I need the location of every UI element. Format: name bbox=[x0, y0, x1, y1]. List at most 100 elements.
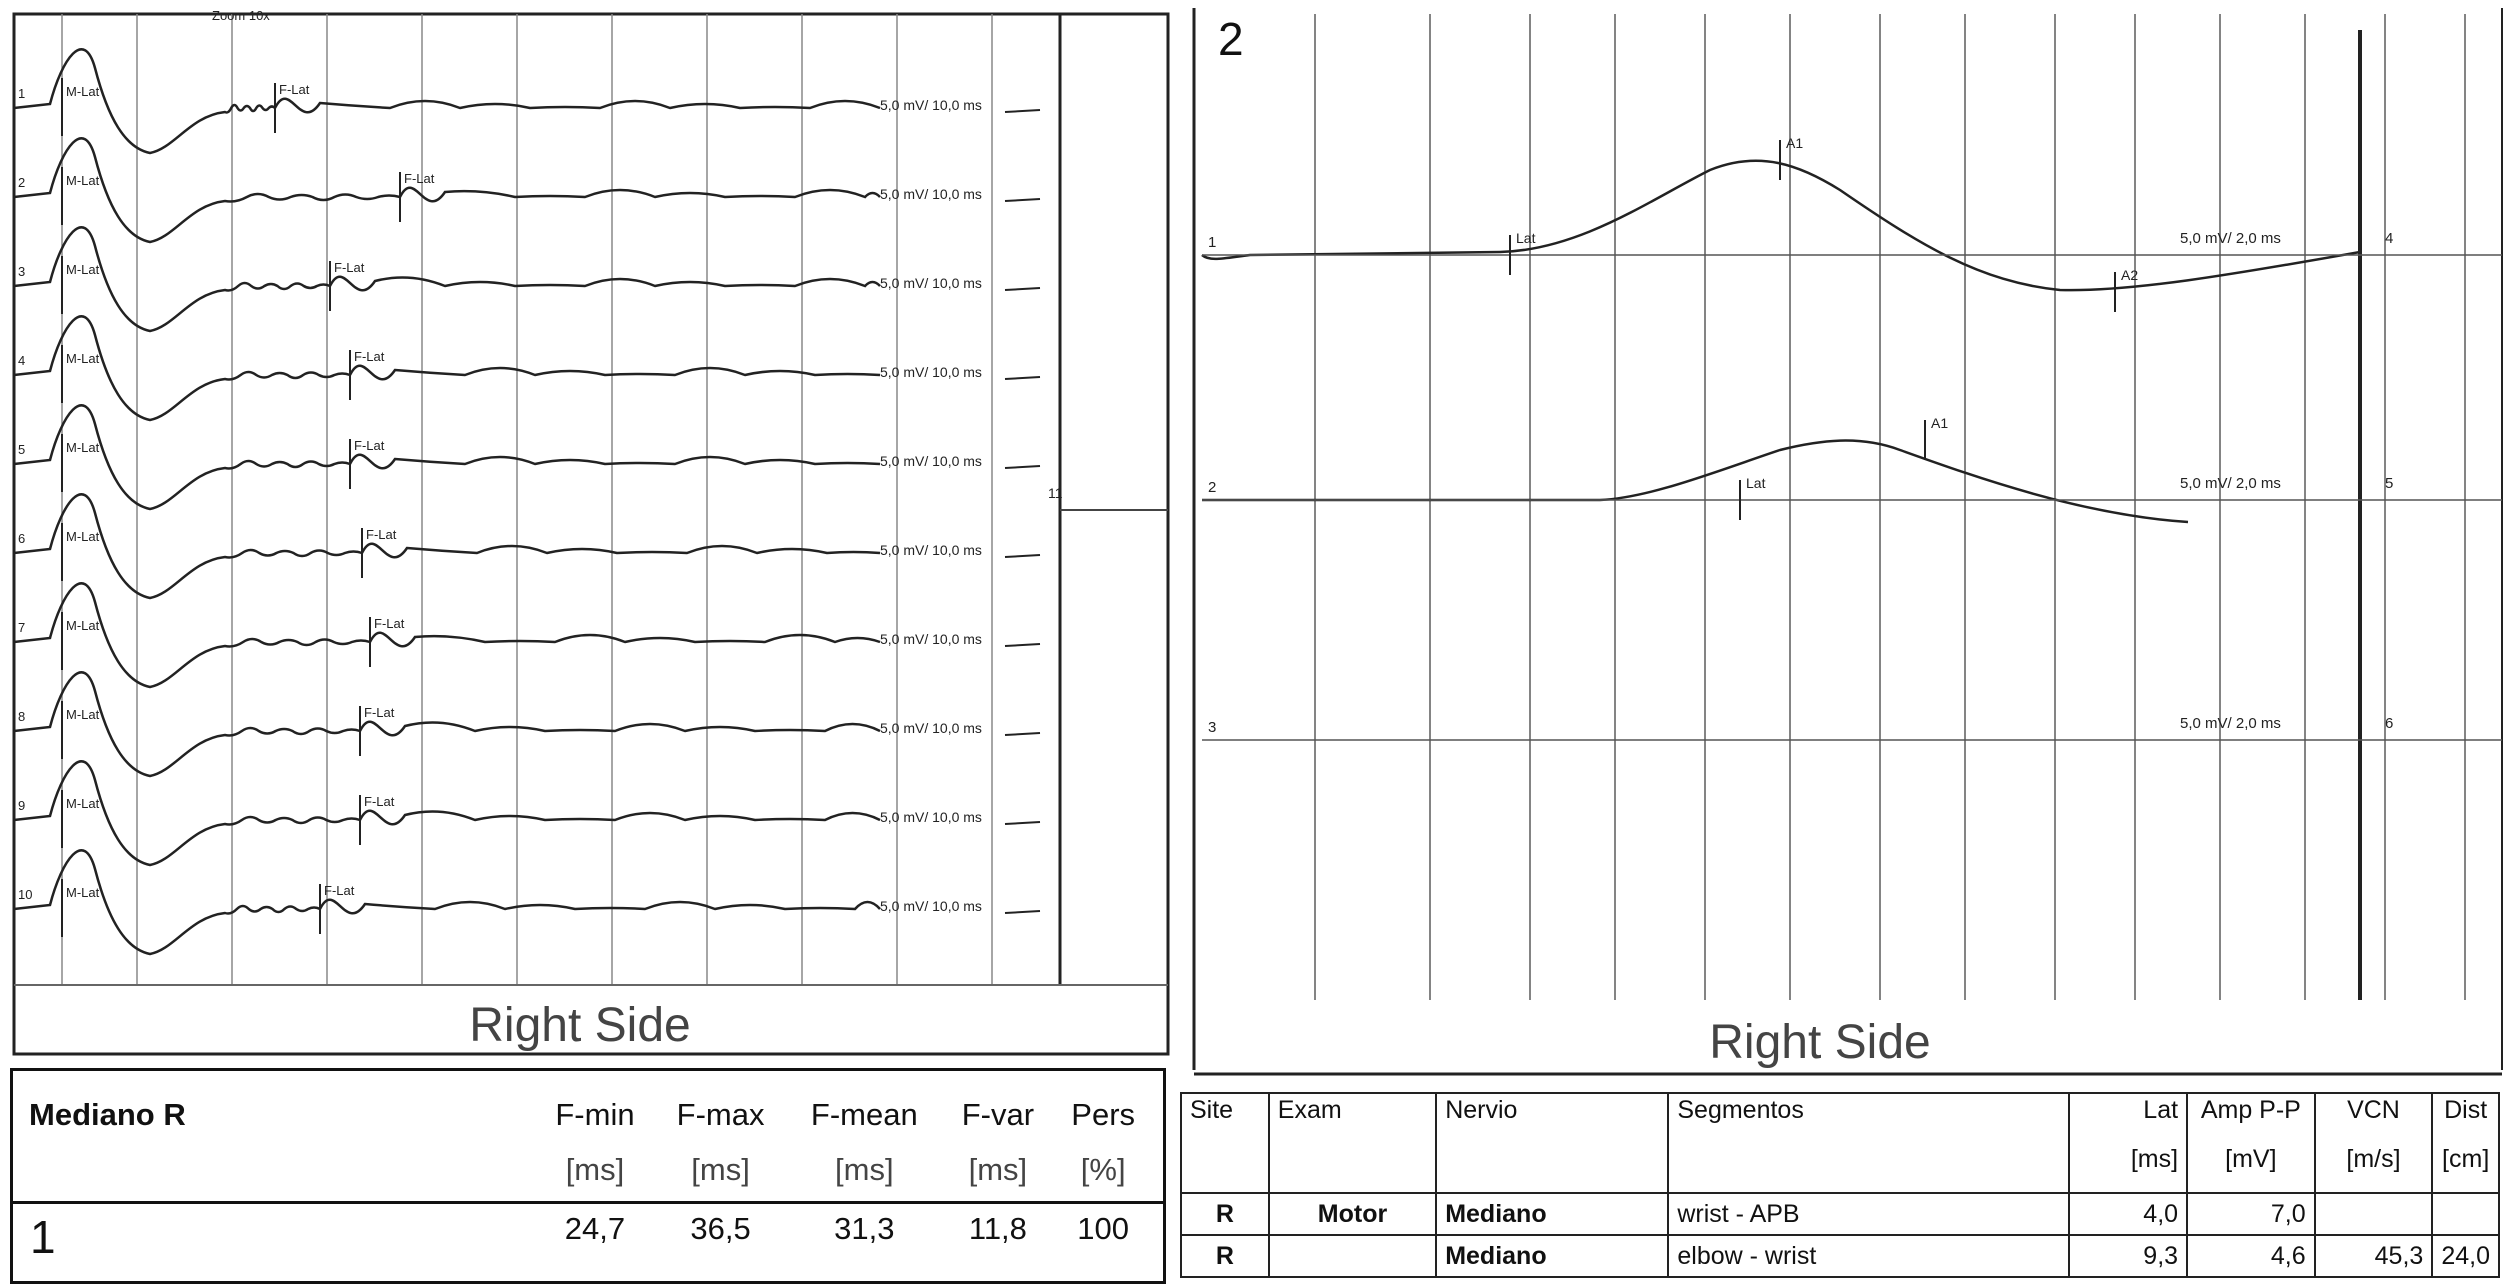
header-f-var: F-var bbox=[961, 1097, 1035, 1132]
cell-nervio: Mediano bbox=[1435, 1192, 1670, 1236]
cell-site: R bbox=[1180, 1234, 1270, 1278]
value-f-var: 11,8 bbox=[968, 1211, 1027, 1246]
header-lat: Lat [ms] bbox=[2068, 1092, 2189, 1194]
value-f-min: 24,7 bbox=[564, 1211, 626, 1246]
header-vcn-unit: [m/s] bbox=[2346, 1145, 2401, 1173]
header-f-mean: F-mean bbox=[810, 1097, 918, 1132]
f-lat-label: F-Lat bbox=[354, 349, 385, 364]
header-exam: Exam bbox=[1267, 1092, 1438, 1194]
trace-tail bbox=[1004, 287, 1041, 291]
unit-pers: [%] bbox=[1080, 1152, 1126, 1187]
trace-tail bbox=[1004, 732, 1041, 736]
header-dist-unit: [cm] bbox=[2442, 1145, 2490, 1173]
trace-label: 2 bbox=[1208, 479, 1216, 496]
cell-exam bbox=[1267, 1234, 1438, 1278]
cell-amp: 7,0 bbox=[2186, 1192, 2316, 1236]
f-wave-trace bbox=[13, 493, 881, 600]
f-lat-label: F-Lat bbox=[354, 438, 385, 453]
scale-label: 5,0 mV/ 10,0 ms bbox=[880, 720, 982, 736]
scale-label: 5,0 mV/ 10,0 ms bbox=[880, 275, 982, 291]
m-lat-label: M-Lat bbox=[66, 707, 100, 722]
grid bbox=[14, 14, 1168, 986]
panel-number-1: 1 bbox=[30, 1211, 56, 1263]
f-lat-label: F-Lat bbox=[279, 82, 310, 97]
cell-dist: 24,0 bbox=[2431, 1234, 2500, 1278]
grid bbox=[1314, 14, 2466, 1000]
table-row: R Motor Mediano wrist - APB 4,0 7,0 bbox=[1180, 1192, 2500, 1236]
trace-label: 3 bbox=[1208, 719, 1216, 736]
trace-tail bbox=[1004, 465, 1041, 469]
marker-label: Lat bbox=[1746, 475, 1766, 491]
unit-f-mean: [ms] bbox=[835, 1152, 894, 1187]
header-lat-unit: [ms] bbox=[2130, 1145, 2179, 1173]
conduction-table: Site Exam Nervio Segmentos Lat [ms] Amp … bbox=[1180, 1092, 2500, 1278]
scale-label: 5,0 mV/ 2,0 ms bbox=[2180, 230, 2281, 247]
scale-label: 5,0 mV/ 10,0 ms bbox=[880, 809, 982, 825]
m-lat-label: M-Lat bbox=[66, 796, 100, 811]
f-lat-label: F-Lat bbox=[366, 527, 397, 542]
value-pers: 100 bbox=[1077, 1211, 1130, 1246]
trace-label: 2 bbox=[18, 175, 25, 190]
header-pers: Pers bbox=[1071, 1097, 1136, 1132]
f-lat-label: F-Lat bbox=[324, 883, 355, 898]
trace-tail bbox=[1004, 198, 1041, 202]
marker-label: A1 bbox=[1931, 415, 1948, 431]
f-lat-label: F-Lat bbox=[404, 171, 435, 186]
m-lat-label: M-Lat bbox=[66, 618, 100, 633]
f-wave-trace bbox=[13, 48, 881, 155]
f-wave-trace bbox=[13, 404, 881, 511]
header-amp-label: Amp P-P bbox=[2200, 1096, 2301, 1124]
scale-label: 5,0 mV/ 10,0 ms bbox=[880, 542, 982, 558]
trace-tail bbox=[1004, 554, 1041, 558]
trace-tail bbox=[1004, 821, 1041, 825]
scale-label: 5,0 mV/ 2,0 ms bbox=[2180, 475, 2281, 492]
trace-label: 3 bbox=[18, 264, 25, 279]
m-lat-label: M-Lat bbox=[66, 440, 100, 455]
trace-number: 6 bbox=[2385, 715, 2393, 732]
f-wave-trace bbox=[13, 582, 881, 689]
trace-tail bbox=[1004, 109, 1041, 113]
f-wave-trace bbox=[13, 226, 881, 333]
cell-segmentos: wrist - APB bbox=[1667, 1192, 2071, 1236]
m-lat-label: M-Lat bbox=[66, 262, 100, 277]
cell-site: R bbox=[1180, 1192, 1270, 1236]
scale-label: 5,0 mV/ 10,0 ms bbox=[880, 631, 982, 647]
motor-trace bbox=[1201, 159, 2361, 292]
panel-f-waves: Zoom 10x 1 M-Lat F-Lat 5,0 mV/ 10,0 ms 2 M-La… bbox=[0, 0, 1180, 1288]
header-lat-label: Lat bbox=[2143, 1096, 2179, 1124]
trace-label: 5 bbox=[18, 442, 25, 457]
unit-f-var: [ms] bbox=[968, 1152, 1028, 1187]
motor-traces: 1 5,0 mV/ 2,0 ms 4 Lat A1 A2 2 5,0 mV/ 2,0 ms 5 L… bbox=[1201, 135, 2502, 741]
header-f-min: F-min bbox=[555, 1097, 635, 1132]
header-dist: Dist [cm] bbox=[2431, 1092, 2500, 1194]
marker-label: A1 bbox=[1786, 135, 1803, 151]
header-amp: Amp P-P [mV] bbox=[2186, 1092, 2316, 1194]
header-amp-unit: [mV] bbox=[2225, 1145, 2277, 1173]
marker-11: 11 bbox=[1048, 485, 1063, 501]
marker-label: A2 bbox=[2121, 267, 2138, 283]
cell-vcn bbox=[2313, 1192, 2434, 1236]
value-f-max: 36,5 bbox=[690, 1211, 751, 1246]
trace-label: 6 bbox=[18, 531, 25, 546]
table-row: R Mediano elbow - wrist 9,3 4,6 45,3 24,… bbox=[1180, 1234, 2500, 1278]
trace-label: 7 bbox=[18, 620, 25, 635]
m-lat-label: M-Lat bbox=[66, 351, 100, 366]
f-wave-trace bbox=[13, 849, 881, 956]
cell-segmentos: elbow - wrist bbox=[1667, 1234, 2071, 1278]
f-wave-trace bbox=[13, 315, 881, 422]
cell-amp: 4,6 bbox=[2186, 1234, 2316, 1278]
m-lat-label: M-Lat bbox=[66, 529, 100, 544]
f-lat-label: F-Lat bbox=[334, 260, 365, 275]
cell-lat: 9,3 bbox=[2068, 1234, 2189, 1278]
trace-tail bbox=[1004, 376, 1041, 380]
scale-label: 5,0 mV/ 10,0 ms bbox=[880, 898, 982, 914]
table-title: Mediano R bbox=[29, 1097, 186, 1132]
f-lat-label: F-Lat bbox=[364, 705, 395, 720]
scale-label: 5,0 mV/ 2,0 ms bbox=[2180, 715, 2281, 732]
f-wave-traces: 1 M-Lat F-Lat 5,0 mV/ 10,0 ms 2 M-Lat F-Lat 5,0… bbox=[13, 48, 1041, 956]
cell-nervio: Mediano bbox=[1435, 1234, 1670, 1278]
zoom-label: Zoom 10x bbox=[212, 8, 270, 23]
side-label: Right Side bbox=[1709, 1016, 1931, 1069]
trace-label: 10 bbox=[18, 887, 32, 902]
m-lat-label: M-Lat bbox=[66, 173, 100, 188]
